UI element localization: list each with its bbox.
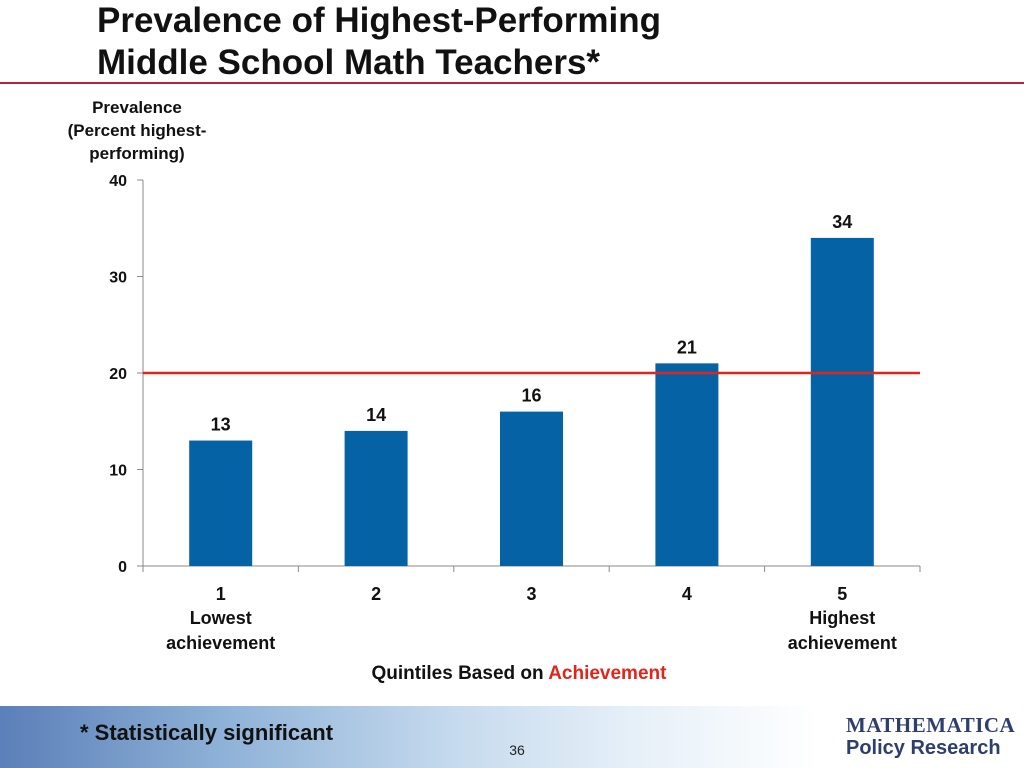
- bar: [189, 440, 253, 566]
- bar-chart: 0 10 20 30 40 13 1 Lowest achievement 14 2 16 3 21 4 34…: [109, 173, 921, 684]
- y-axis-title-line-3: performing): [89, 144, 185, 163]
- title-divider: [0, 82, 1024, 84]
- slide-title: Prevalence of Highest-Performing Middle …: [97, 0, 897, 84]
- data-label: 21: [677, 337, 697, 357]
- y-tick-label: 30: [109, 270, 127, 287]
- data-label: 13: [211, 415, 231, 435]
- bar: [344, 430, 408, 566]
- page-number: 36: [509, 742, 525, 758]
- x-axis-title-prefix: Quintiles Based on: [372, 663, 549, 684]
- x-tick-sublabel: Lowest: [190, 608, 252, 628]
- bar: [655, 363, 719, 566]
- footer-band: [0, 706, 1024, 768]
- mathematica-logo: MATHEMATICA Policy Research: [846, 713, 1016, 760]
- y-axis-title: Prevalence (Percent highest- performing): [40, 96, 234, 165]
- y-tick-label: 0: [118, 559, 127, 576]
- y-axis-title-line-1: Prevalence: [92, 98, 182, 117]
- x-axis-title-highlight: Achievement: [548, 663, 667, 684]
- bar: [500, 411, 563, 566]
- bar: [810, 237, 874, 566]
- x-tick-label: 4: [682, 584, 692, 604]
- x-tick-label: 5: [837, 584, 847, 604]
- y-axis-title-line-2: (Percent highest-: [67, 121, 207, 140]
- y-tick-label: 10: [109, 463, 127, 480]
- y-tick-label: 40: [109, 173, 127, 190]
- footnote: * Statistically significant: [80, 720, 334, 745]
- x-tick-sublabel: Highest: [809, 608, 875, 628]
- data-label: 14: [366, 405, 386, 425]
- x-tick-label: 2: [371, 584, 381, 604]
- x-tick-label: 3: [526, 584, 536, 604]
- title-line-1: Prevalence of Highest-Performing: [97, 1, 662, 40]
- x-tick-sublabel: achievement: [166, 633, 275, 653]
- x-axis-title: Quintiles Based on Achievement: [372, 663, 668, 684]
- logo-line-2: Policy Research: [846, 737, 1001, 759]
- y-tick-label: 20: [109, 366, 127, 383]
- logo-line-1: MATHEMATICA: [846, 713, 1016, 737]
- x-tick-label: 1: [216, 584, 226, 604]
- x-tick-sublabel: achievement: [788, 633, 897, 653]
- data-label: 34: [832, 212, 852, 232]
- title-line-2: Middle School Math Teachers*: [97, 43, 601, 82]
- data-label: 16: [521, 386, 541, 406]
